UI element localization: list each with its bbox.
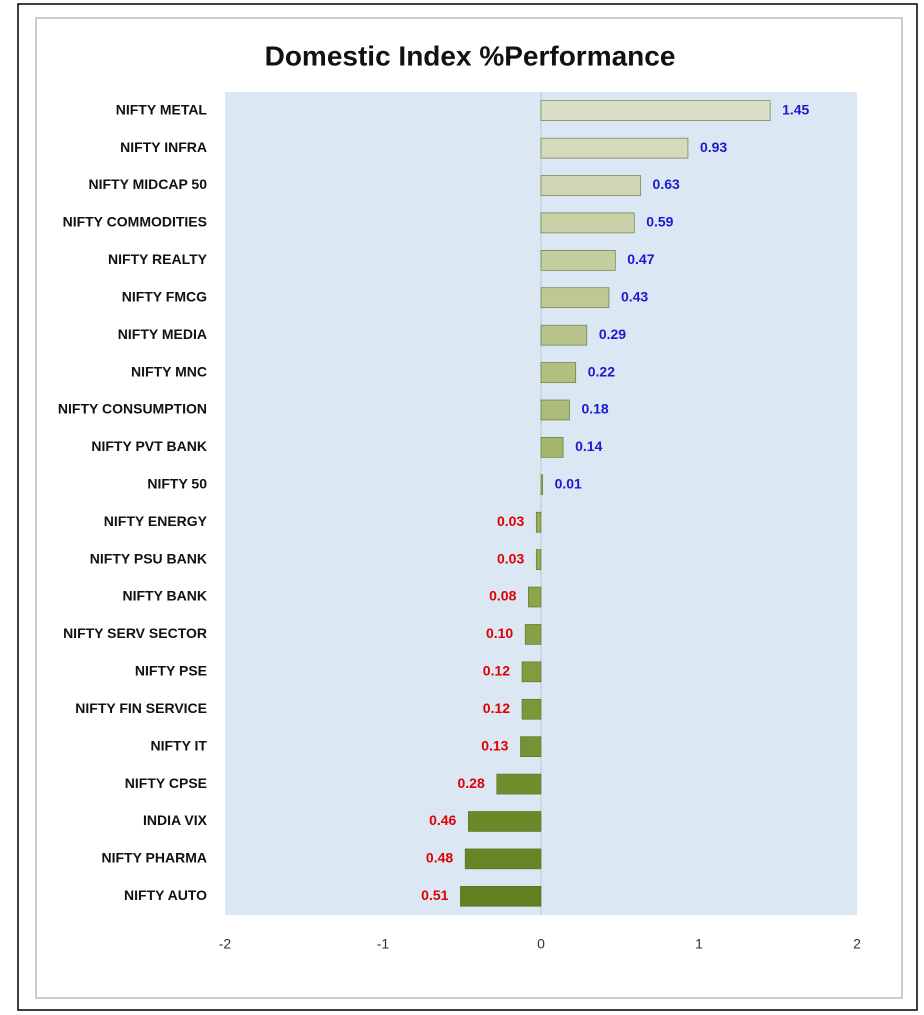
y-tick-label: NIFTY REALTY <box>108 251 208 267</box>
y-tick-label: NIFTY IT <box>150 737 207 753</box>
bar <box>540 324 588 346</box>
data-label: 0.18 <box>581 401 608 417</box>
y-tick-label: NIFTY CPSE <box>125 775 207 791</box>
data-label: 1.45 <box>782 101 809 117</box>
bar <box>540 175 641 196</box>
bar <box>524 624 542 645</box>
bar <box>540 287 610 309</box>
data-label: 0.03 <box>497 513 524 529</box>
data-label: 0.12 <box>483 663 510 679</box>
data-label: 0.12 <box>483 700 510 716</box>
bar <box>540 399 570 421</box>
bar <box>520 736 542 757</box>
y-tick-label: NIFTY SERV SECTOR <box>63 625 207 641</box>
bar <box>540 474 543 496</box>
y-tick-label: NIFTY MNC <box>131 363 207 379</box>
y-tick-label: NIFTY COMMODITIES <box>63 214 207 230</box>
bar <box>540 100 771 122</box>
bar <box>528 586 542 608</box>
bar <box>535 511 542 533</box>
y-tick-label: NIFTY 50 <box>147 475 207 491</box>
y-tick-label: NIFTY PVT BANK <box>91 438 207 454</box>
y-tick-label: NIFTY PHARMA <box>101 850 207 866</box>
bar <box>496 773 542 795</box>
bar <box>540 250 616 271</box>
data-label: 0.46 <box>429 812 456 828</box>
bar <box>521 698 542 720</box>
x-tick-label: 2 <box>853 936 861 952</box>
bar <box>521 661 542 683</box>
x-tick-label: 0 <box>537 936 545 952</box>
data-label: 0.22 <box>588 363 615 379</box>
y-tick-label: INDIA VIX <box>143 812 208 828</box>
y-tick-label: NIFTY PSU BANK <box>90 550 207 566</box>
bar <box>540 437 564 458</box>
bar <box>468 811 542 832</box>
data-label: 0.63 <box>653 176 680 192</box>
data-label: 0.48 <box>426 850 453 866</box>
chart-title: Domestic Index %Performance <box>265 40 676 71</box>
data-label: 0.47 <box>627 251 654 267</box>
bar <box>540 212 635 234</box>
data-label: 0.28 <box>458 775 485 791</box>
data-label: 0.29 <box>599 326 626 342</box>
data-label: 0.51 <box>421 887 448 903</box>
y-tick-label: NIFTY INFRA <box>120 139 207 155</box>
data-label: 0.08 <box>489 588 516 604</box>
x-tick-label: -1 <box>377 936 390 952</box>
y-tick-label: NIFTY BANK <box>122 588 207 604</box>
bar <box>540 362 577 383</box>
bar <box>540 137 689 159</box>
bar <box>535 549 542 570</box>
y-tick-label: NIFTY MIDCAP 50 <box>88 176 207 192</box>
data-label: 0.43 <box>621 288 648 304</box>
y-tick-label: NIFTY FMCG <box>122 288 207 304</box>
x-tick-label: -2 <box>219 936 232 952</box>
y-tick-label: NIFTY MEDIA <box>118 326 207 342</box>
data-label: 0.03 <box>497 550 524 566</box>
y-tick-label: NIFTY ENERGY <box>104 513 208 529</box>
data-label: 0.14 <box>575 438 602 454</box>
y-tick-label: NIFTY PSE <box>135 663 207 679</box>
data-label: 0.13 <box>481 737 508 753</box>
y-tick-label: NIFTY METAL <box>116 101 208 117</box>
bar <box>460 885 542 907</box>
bar <box>464 848 542 870</box>
data-label: 0.59 <box>646 214 673 230</box>
data-label: 0.10 <box>486 625 513 641</box>
data-label: 0.93 <box>700 139 727 155</box>
y-tick-label: NIFTY AUTO <box>124 887 207 903</box>
data-label: 0.01 <box>555 475 582 491</box>
y-tick-label: NIFTY FIN SERVICE <box>75 700 207 716</box>
x-tick-label: 1 <box>695 936 703 952</box>
y-tick-label: NIFTY CONSUMPTION <box>58 401 207 417</box>
